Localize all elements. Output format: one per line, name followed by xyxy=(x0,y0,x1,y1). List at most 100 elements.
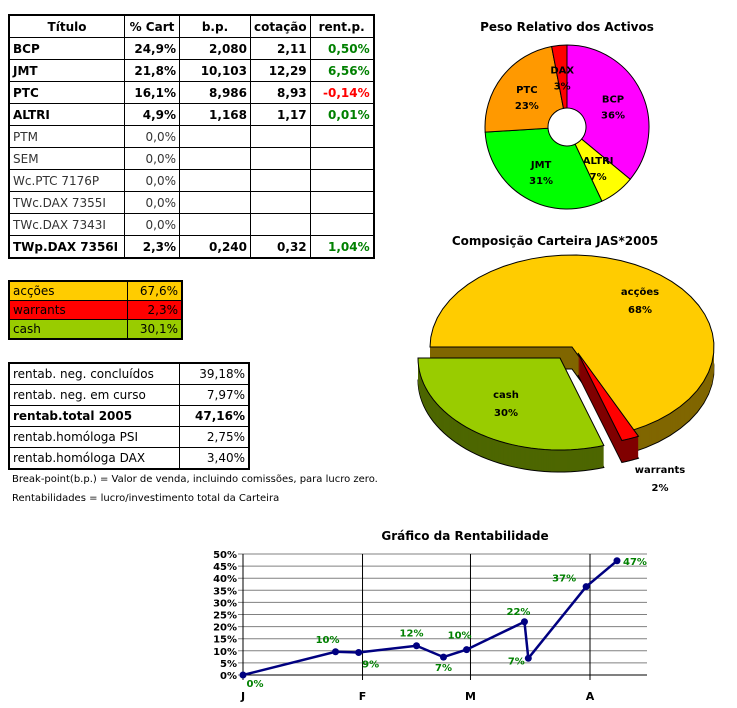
returns-row: rentab.homóloga PSI 2,75% xyxy=(8,426,250,448)
holdings-table: Título% Cart b.p. cotação rent.p. BCP 24,9% 2,… xyxy=(8,14,375,259)
pie3d-slice-0 xyxy=(429,254,715,431)
cell-bp: 8,986 xyxy=(179,81,251,104)
line-title: Gráfico da Rentabilidade xyxy=(381,529,548,543)
donut-label: ALTRI xyxy=(583,156,614,167)
header-row: Título% Cart b.p. cotação rent.p. xyxy=(8,14,375,38)
y-tick-label: 15% xyxy=(213,635,237,646)
pie3d-slice-1 xyxy=(577,352,640,442)
returns-table: rentab. neg. concluídos 39,18% rentab. neg… xyxy=(8,362,250,470)
data-point xyxy=(613,557,621,565)
table-row: BCP 24,9% 2,080 2,11 0,50% xyxy=(8,37,375,60)
y-tick-label: 40% xyxy=(213,574,237,585)
donut-value: 36% xyxy=(601,110,625,121)
x-tick-label: F xyxy=(359,690,367,703)
y-tick-label: 50% xyxy=(213,550,237,561)
pie3d-label: cash xyxy=(493,390,519,401)
donut-label: BCP xyxy=(602,94,624,105)
y-tick-label: 30% xyxy=(213,598,237,609)
data-point xyxy=(332,648,340,656)
returns-value: 2,75% xyxy=(179,426,250,448)
data-point xyxy=(413,642,420,650)
cell-rent xyxy=(309,213,375,236)
cell-cart: 0,0% xyxy=(124,169,180,192)
data-label: 37% xyxy=(552,574,576,585)
y-tick-label: 5% xyxy=(220,659,237,670)
donut-title: Peso Relativo dos Activos xyxy=(480,20,654,34)
table-row: SEM 0,0% xyxy=(8,147,375,170)
data-point xyxy=(355,648,363,656)
cell-bp xyxy=(179,213,251,236)
returns-value: 3,40% xyxy=(179,447,250,470)
composition-value: 2,3% xyxy=(127,300,183,320)
composition-label: cash xyxy=(8,319,128,340)
cell-bp: 0,240 xyxy=(179,235,251,259)
x-tick-label: A xyxy=(586,690,595,703)
cell-rent: 1,04% xyxy=(309,235,375,259)
composition-row: acções 67,6% xyxy=(8,280,183,301)
cell-rent: 6,56% xyxy=(309,59,375,82)
returns-value: 47,16% xyxy=(179,405,250,427)
cell-titulo: TWc.DAX 7343I xyxy=(8,213,125,236)
cell-titulo: TWp.DAX 7356I xyxy=(8,235,125,259)
returns-label: rentab.total 2005 xyxy=(8,405,180,427)
table-row: TWc.DAX 7355I 0,0% xyxy=(8,191,375,214)
y-tick-label: 35% xyxy=(213,586,237,597)
returns-label: rentab.homóloga DAX xyxy=(8,447,180,470)
data-point xyxy=(439,653,447,661)
donut-slice-bcp xyxy=(566,44,650,180)
table-row: TWc.DAX 7343I 0,0% xyxy=(8,213,375,236)
column-header: % Cart xyxy=(124,14,180,38)
composition-label: acções xyxy=(8,280,128,301)
data-point xyxy=(520,618,528,626)
data-label: 0% xyxy=(247,679,264,690)
cell-cart: 0,0% xyxy=(124,191,180,214)
donut-slice-jmt xyxy=(484,127,603,210)
returns-label: rentab. neg. em curso xyxy=(8,384,180,406)
cell-cotacao: 0,32 xyxy=(250,235,311,259)
y-tick-label: 25% xyxy=(213,611,237,622)
donut-value: 31% xyxy=(529,176,553,187)
data-label: 7% xyxy=(508,656,525,667)
table-row: JMT 21,8% 10,103 12,29 6,56% xyxy=(8,59,375,82)
cell-bp: 1,168 xyxy=(179,103,251,126)
pie3d-value: 2% xyxy=(652,483,669,494)
returns-label: rentab. neg. concluídos xyxy=(8,362,180,385)
composition-row: cash 30,1% xyxy=(8,319,183,340)
pie3d-label: acções xyxy=(621,287,659,298)
composition-row: warrants 2,3% xyxy=(8,300,183,320)
data-point xyxy=(524,654,532,662)
data-label: 10% xyxy=(316,635,340,646)
cell-cart: 0,0% xyxy=(124,213,180,236)
returns-row: rentab. neg. em curso 7,97% xyxy=(8,384,250,406)
composition-value: 30,1% xyxy=(127,319,183,340)
donut-value: 3% xyxy=(554,81,571,92)
composition-table: acções 67,6% warrants 2,3% cash 30,1% xyxy=(8,280,183,340)
returns-row: rentab. neg. concluídos 39,18% xyxy=(8,362,250,385)
y-tick-label: 10% xyxy=(213,647,237,658)
y-tick-label: 0% xyxy=(220,671,237,682)
table-row: ALTRI 4,9% 1,168 1,17 0,01% xyxy=(8,103,375,126)
pie3d-value: 30% xyxy=(494,408,518,419)
data-point xyxy=(582,583,590,591)
column-header: rent.p. xyxy=(309,14,375,38)
returns-value: 7,97% xyxy=(179,384,250,406)
column-header: b.p. xyxy=(179,14,251,38)
donut-slice-dax xyxy=(551,44,568,109)
cell-titulo: Wc.PTC 7176P xyxy=(8,169,125,192)
donut-value: 23% xyxy=(515,101,539,112)
cell-rent: 0,01% xyxy=(309,103,375,126)
composition-label: warrants xyxy=(8,300,128,320)
note-breakpoint: Break-point(b.p.) = Valor de venda, incl… xyxy=(12,474,378,485)
composition-value: 67,6% xyxy=(127,280,183,301)
data-label: 7% xyxy=(435,663,452,674)
table-row: PTC 16,1% 8,986 8,93 -0,14% xyxy=(8,81,375,104)
pie3d-label: warrants xyxy=(635,465,685,476)
donut-label: JMT xyxy=(530,160,552,171)
data-label: 9% xyxy=(362,659,379,670)
data-point xyxy=(239,671,247,679)
donut-label: PTC xyxy=(516,85,538,96)
donut-slice-ptc xyxy=(484,45,565,133)
x-tick-label: J xyxy=(240,690,245,703)
data-label: 47% xyxy=(623,557,647,568)
